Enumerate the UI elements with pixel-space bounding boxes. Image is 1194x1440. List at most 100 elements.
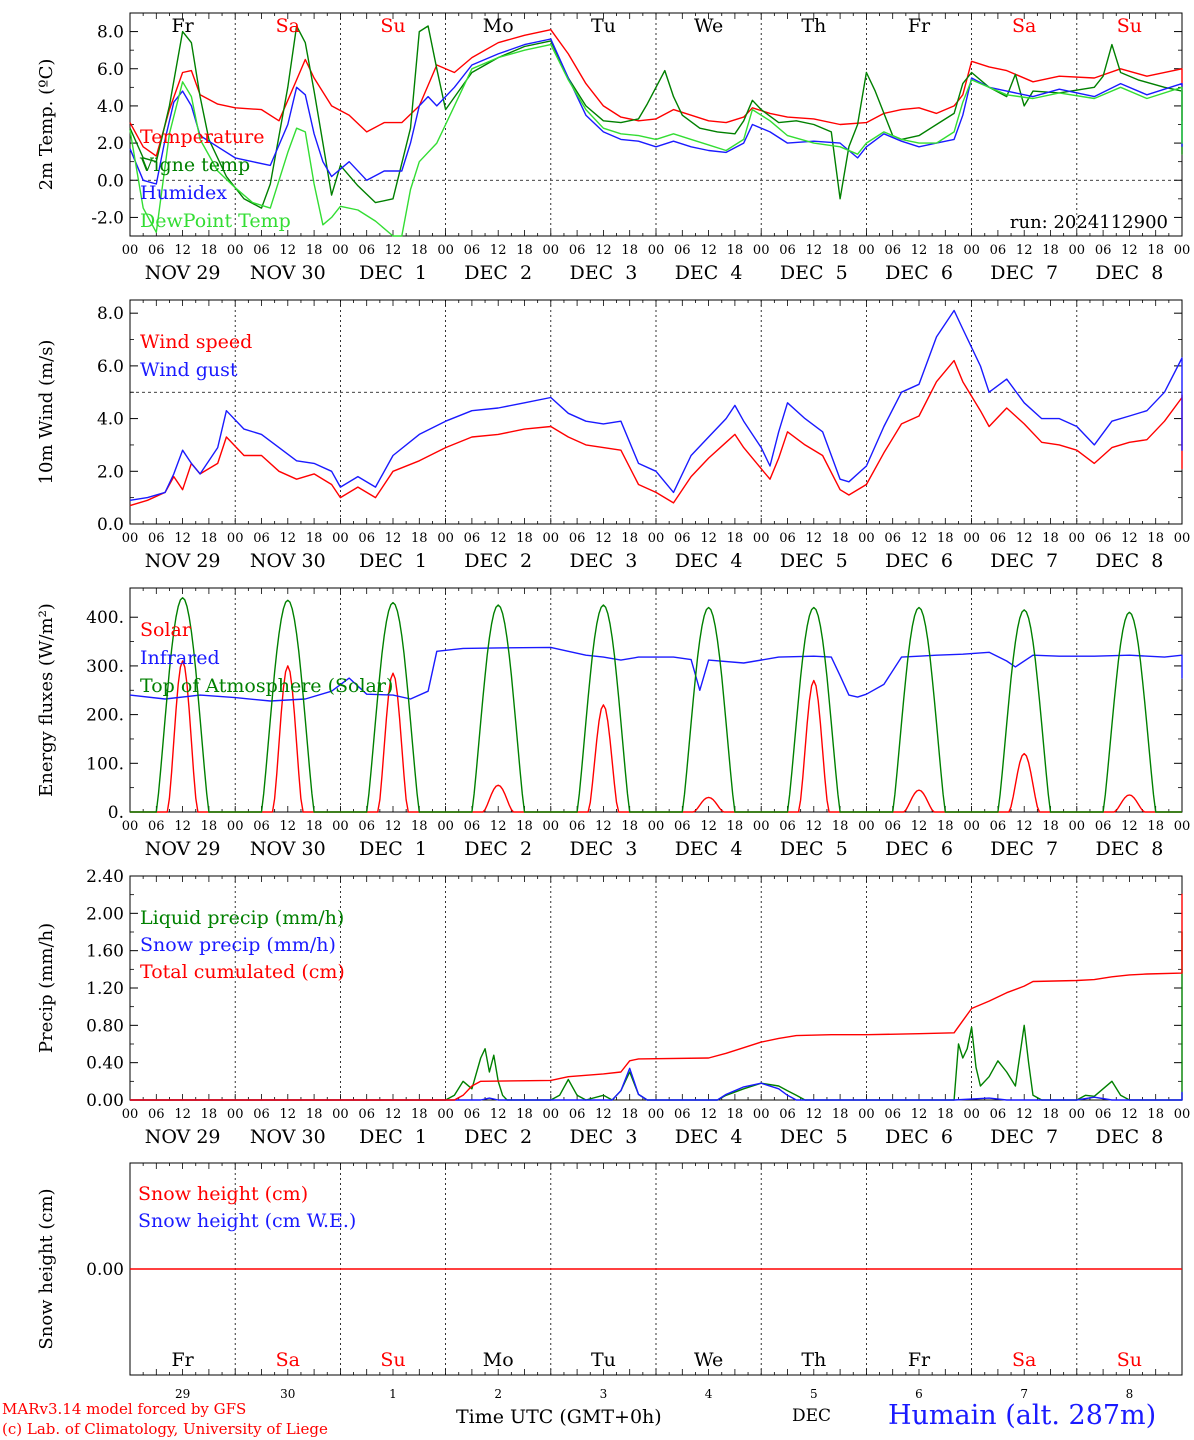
hour-label: 12: [490, 531, 507, 546]
y-tick-label: 0.40: [86, 1054, 124, 1074]
hour-label: 00: [1069, 819, 1086, 834]
date-label: DEC 3: [569, 262, 637, 284]
date-label: NOV 30: [250, 1126, 326, 1148]
hour-label: 00: [1069, 243, 1086, 258]
hour-label: 18: [411, 819, 428, 834]
hour-label: 00: [227, 1107, 244, 1122]
hour-label: 12: [595, 531, 612, 546]
hour-label: 18: [306, 819, 323, 834]
hour-label: 00: [963, 243, 980, 258]
hour-label: 12: [700, 1107, 717, 1122]
hour-label: 06: [990, 1107, 1007, 1122]
hour-label: 00: [437, 819, 454, 834]
date-label: DEC 8: [1095, 1126, 1163, 1148]
hour-label: 18: [937, 1107, 954, 1122]
date-label: DEC 4: [675, 1126, 743, 1148]
series-line-total-cumulated-cm-: [130, 893, 1183, 1101]
day-number: 29: [175, 1387, 190, 1401]
y-tick-label: 0.80: [86, 1016, 124, 1036]
hour-label: 18: [621, 1107, 638, 1122]
weekday-label: Mo: [483, 15, 514, 37]
hour-label: 00: [858, 819, 875, 834]
y-axis-label: 10m Wind (m/s): [36, 340, 57, 485]
hour-label: 06: [884, 819, 901, 834]
hour-label: 18: [411, 243, 428, 258]
hour-label: 12: [280, 819, 297, 834]
series-line-wind-gust: [129, 309, 1183, 501]
hour-label: 06: [569, 243, 586, 258]
hour-label: 18: [516, 1107, 533, 1122]
hour-label: 18: [1147, 243, 1164, 258]
series-line-vigne-temp: [129, 25, 1183, 209]
hour-label: 00: [332, 243, 349, 258]
hour-label: 06: [148, 531, 165, 546]
hour-label: 06: [464, 531, 481, 546]
date-label: DEC 1: [359, 262, 427, 284]
y-tick-label: 0.0: [97, 171, 124, 191]
hour-label: 18: [1147, 531, 1164, 546]
date-label: DEC 3: [569, 550, 637, 572]
date-label: DEC 8: [1095, 550, 1163, 572]
hour-label: 06: [253, 531, 270, 546]
weekday-label: Sa: [276, 15, 300, 37]
weekday-label: Fr: [908, 15, 931, 37]
weekday-label: Su: [380, 1349, 405, 1371]
hour-label: 18: [832, 531, 849, 546]
y-axis-label: Precip (mm/h): [36, 923, 57, 1053]
date-label: DEC 4: [675, 550, 743, 572]
hour-label: 06: [569, 1107, 586, 1122]
hour-label: 06: [253, 1107, 270, 1122]
hour-label: 06: [779, 1107, 796, 1122]
date-label: DEC 4: [675, 262, 743, 284]
hour-label: 12: [280, 243, 297, 258]
hour-label: 12: [490, 243, 507, 258]
hour-label: 18: [516, 243, 533, 258]
y-tick-label: 0.00: [86, 1260, 124, 1280]
hour-label: 06: [779, 819, 796, 834]
hour-label: 00: [332, 531, 349, 546]
hour-label: 06: [253, 243, 270, 258]
hour-label: 12: [1016, 819, 1033, 834]
hour-label: 00: [543, 819, 560, 834]
hour-label: 12: [806, 1107, 823, 1122]
day-number: 5: [810, 1387, 818, 1401]
hour-label: 18: [937, 531, 954, 546]
y-tick-label: -2.0: [91, 208, 124, 228]
series-line-snow-precip-mm-h-: [130, 1067, 1183, 1101]
legend-entry: Temperature: [140, 126, 264, 148]
hour-label: 00: [858, 531, 875, 546]
hour-label: 12: [595, 243, 612, 258]
hour-label: 18: [727, 819, 744, 834]
y-tick-label: 100.: [86, 754, 124, 774]
y-tick-label: 2.0: [97, 462, 124, 482]
weekday-label: Th: [801, 1349, 826, 1371]
hour-label: 06: [569, 819, 586, 834]
legend-entry: Solar: [140, 619, 192, 641]
date-label: DEC 8: [1095, 262, 1163, 284]
hour-label: 18: [306, 243, 323, 258]
hour-label: 12: [1016, 1107, 1033, 1122]
hour-label: 12: [595, 1107, 612, 1122]
y-tick-label: 0.00: [86, 1091, 124, 1111]
date-label: DEC 3: [569, 838, 637, 860]
hour-label: 06: [1095, 531, 1112, 546]
weekday-label: Mo: [483, 1349, 514, 1371]
date-label: DEC 1: [359, 838, 427, 860]
hour-label: 06: [674, 243, 691, 258]
panel-wind: [129, 299, 1183, 525]
hour-label: 18: [621, 819, 638, 834]
weekday-label: Su: [1117, 15, 1142, 37]
hour-label: 06: [779, 243, 796, 258]
weekday-label: We: [694, 15, 723, 37]
date-label: DEC 6: [885, 262, 953, 284]
day-number: 3: [600, 1387, 608, 1401]
day-number: 2: [494, 1387, 502, 1401]
y-tick-label: 0.0: [97, 515, 124, 535]
legend-entry: Infrared: [140, 647, 220, 669]
hour-label: 00: [858, 243, 875, 258]
hour-label: 12: [385, 531, 402, 546]
day-number: 8: [1126, 1387, 1134, 1401]
panel-energy: [129, 587, 1183, 813]
hour-label: 00: [332, 819, 349, 834]
y-tick-label: 2.00: [86, 904, 124, 924]
